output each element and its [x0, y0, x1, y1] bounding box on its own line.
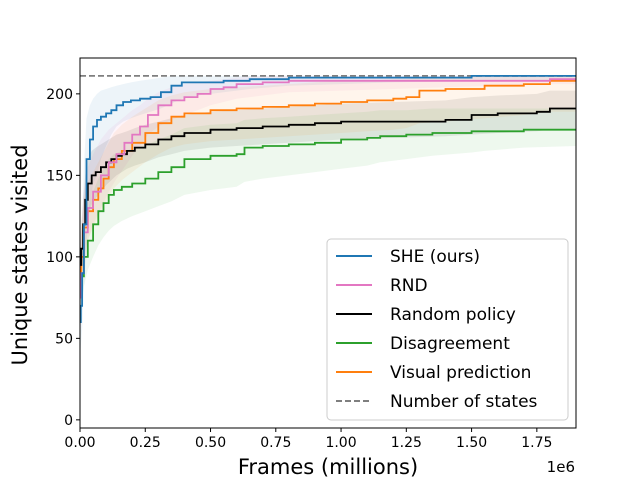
x-tick-label: 1.25: [391, 435, 422, 451]
series-lines: [79, 75, 576, 323]
series-line-disagreement: [80, 128, 576, 294]
legend-label: RND: [390, 276, 428, 296]
x-tick-label: 1.75: [521, 435, 552, 451]
y-tick-label: 0: [64, 413, 73, 429]
x-tick-label: 1.00: [325, 435, 356, 451]
y-tick-label: 150: [46, 168, 73, 184]
legend-label: Random policy: [390, 305, 516, 325]
x-axis-offset-label: 1e6: [547, 458, 575, 476]
legend-box: [326, 238, 569, 421]
band-she-ours: [80, 75, 576, 355]
band-random-policy: [80, 90, 576, 290]
x-tick-label: 0.25: [130, 435, 161, 451]
x-tick-label: 0.50: [195, 435, 226, 451]
x-axis-ticks: 0.00 0.25 0.50 0.75 1.00 1.25 1.50 1.75: [64, 428, 552, 451]
band-disagreement: [80, 108, 576, 323]
y-tick-label: 50: [55, 331, 73, 347]
plot-frame: [79, 57, 577, 429]
confidence-bands: [80, 75, 576, 355]
legend-label: Disagreement: [390, 334, 510, 354]
legend-label: SHE (ours): [390, 247, 480, 267]
y-axis-label: Unique states visited: [8, 144, 32, 365]
legend: SHE (ours) RND Random policy Disagreement Vi…: [326, 238, 569, 421]
series-line-she-ours: [79, 75, 576, 323]
series-line-rnd: [80, 78, 576, 299]
x-tick-label: 1.50: [456, 435, 487, 451]
legend-label: Visual prediction: [390, 363, 531, 383]
x-axis-label: Frames (millions): [238, 455, 418, 479]
series-line-random-policy: [80, 107, 576, 266]
y-axis-ticks: 0 50 100 150 200: [46, 87, 80, 429]
legend-label: Number of states: [390, 392, 538, 412]
x-tick-label: 0.75: [260, 435, 291, 451]
y-tick-label: 100: [46, 250, 73, 266]
band-visual-prediction: [80, 75, 576, 314]
x-tick-label: 0.00: [64, 435, 95, 451]
y-tick-label: 200: [46, 87, 73, 103]
series-line-visual-prediction: [80, 79, 576, 288]
